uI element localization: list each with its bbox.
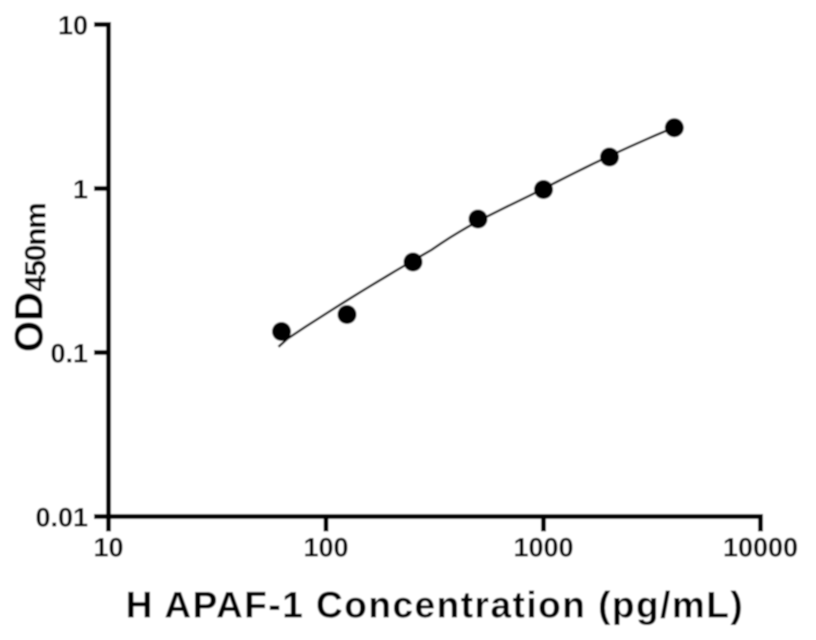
svg-text:H APAF-1 Concentration (pg/mL): H APAF-1 Concentration (pg/mL) bbox=[126, 585, 744, 626]
svg-text:1: 1 bbox=[73, 174, 88, 204]
svg-text:0.1: 0.1 bbox=[50, 338, 88, 368]
svg-text:100: 100 bbox=[303, 533, 348, 563]
svg-text:10: 10 bbox=[58, 10, 88, 40]
svg-text:1000: 1000 bbox=[513, 533, 573, 563]
svg-text:10: 10 bbox=[93, 533, 123, 563]
svg-text:0.01: 0.01 bbox=[35, 502, 88, 532]
svg-text:10000: 10000 bbox=[723, 533, 798, 563]
